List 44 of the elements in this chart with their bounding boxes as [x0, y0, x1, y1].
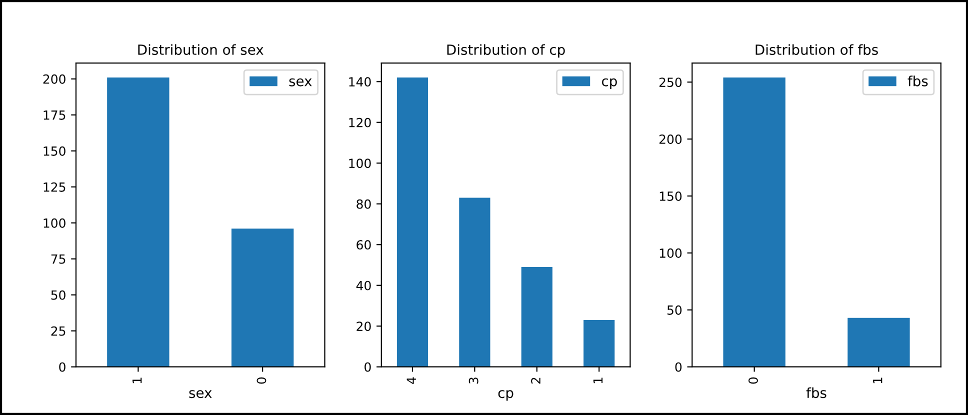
y-tick-label: 150: [44, 146, 66, 156]
y-tick-label: 120: [349, 118, 371, 128]
chart-title: Distribution of sex: [138, 44, 264, 55]
y-tick-label: 0: [675, 362, 682, 372]
bar: [396, 78, 428, 367]
y-tick-label: 100: [349, 158, 371, 168]
bar: [584, 320, 615, 367]
x-tick-label: 1: [132, 378, 142, 384]
y-tick-label: 200: [659, 134, 682, 144]
y-tick-label: 150: [660, 191, 682, 201]
x-axis-title: sex: [189, 390, 212, 398]
y-tick-label: 100: [660, 248, 682, 258]
x-tick-label: 2: [531, 378, 540, 384]
y-tick-label: 125: [44, 182, 66, 192]
y-tick-label: 75: [51, 254, 66, 264]
bar: [521, 267, 552, 367]
y-tick-label: 175: [44, 110, 66, 120]
y-tick-label: 100: [44, 218, 66, 228]
y-tick-label: 50: [667, 305, 682, 315]
x-tick-label: 4: [406, 377, 416, 384]
y-tick-label: 25: [51, 326, 66, 336]
y-tick-label: 80: [356, 199, 371, 209]
y-tick-label: 20: [356, 322, 371, 332]
chart-title: Distribution of fbs: [756, 44, 878, 55]
y-tick-label: 200: [43, 74, 66, 84]
y-tick-label: 0: [364, 362, 371, 372]
x-tick-label: 1: [873, 378, 882, 384]
x-tick-label: 3: [468, 378, 478, 384]
x-axis-title: cp: [498, 390, 514, 401]
bar: [459, 198, 490, 367]
x-tick-label: 1: [593, 378, 603, 384]
chart-title: Distribution of cp: [447, 44, 565, 58]
y-tick-label: 60: [356, 240, 371, 250]
x-tick-label: 0: [748, 377, 758, 384]
legend-label: fbs: [908, 76, 928, 86]
y-tick-label: 40: [356, 280, 371, 290]
legend-label: cp: [602, 78, 617, 90]
x-tick-label: 0: [256, 377, 266, 384]
legend-label: sex: [289, 78, 312, 86]
y-tick-label: 250: [659, 78, 682, 88]
y-tick-label: 0: [59, 362, 66, 372]
y-tick-label: 140: [349, 77, 371, 87]
y-tick-label: 50: [51, 290, 66, 300]
x-axis-title: fbs: [806, 387, 826, 398]
